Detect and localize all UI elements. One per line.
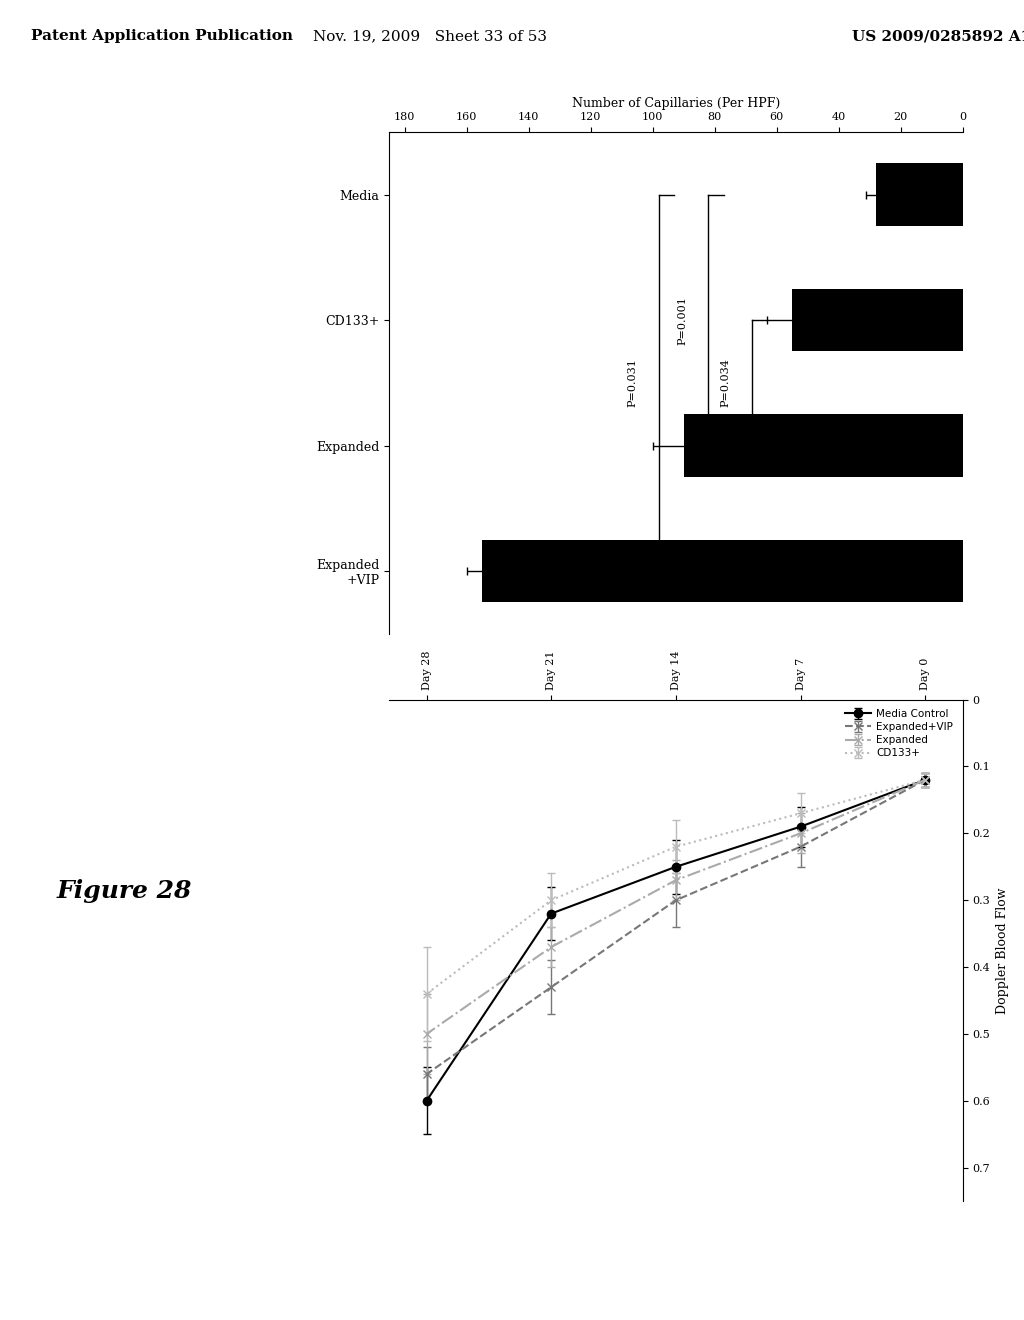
Text: P=0.031: P=0.031 — [628, 358, 638, 408]
Legend: Media Control, Expanded+VIP, Expanded, CD133+: Media Control, Expanded+VIP, Expanded, C… — [841, 705, 957, 763]
Text: US 2009/0285892 A1: US 2009/0285892 A1 — [852, 29, 1024, 44]
Text: Patent Application Publication: Patent Application Publication — [31, 29, 293, 44]
Y-axis label: Doppler Blood Flow: Doppler Blood Flow — [995, 887, 1009, 1014]
Text: P=0.001: P=0.001 — [678, 296, 687, 345]
Text: Nov. 19, 2009   Sheet 33 of 53: Nov. 19, 2009 Sheet 33 of 53 — [313, 29, 547, 44]
Bar — [684, 414, 963, 477]
Text: P=0.034: P=0.034 — [721, 358, 731, 408]
Bar — [793, 289, 963, 351]
Bar — [482, 540, 963, 602]
Bar — [876, 164, 963, 226]
Text: Figure 28: Figure 28 — [56, 879, 191, 903]
X-axis label: Number of Capillaries (Per HPF): Number of Capillaries (Per HPF) — [571, 96, 780, 110]
